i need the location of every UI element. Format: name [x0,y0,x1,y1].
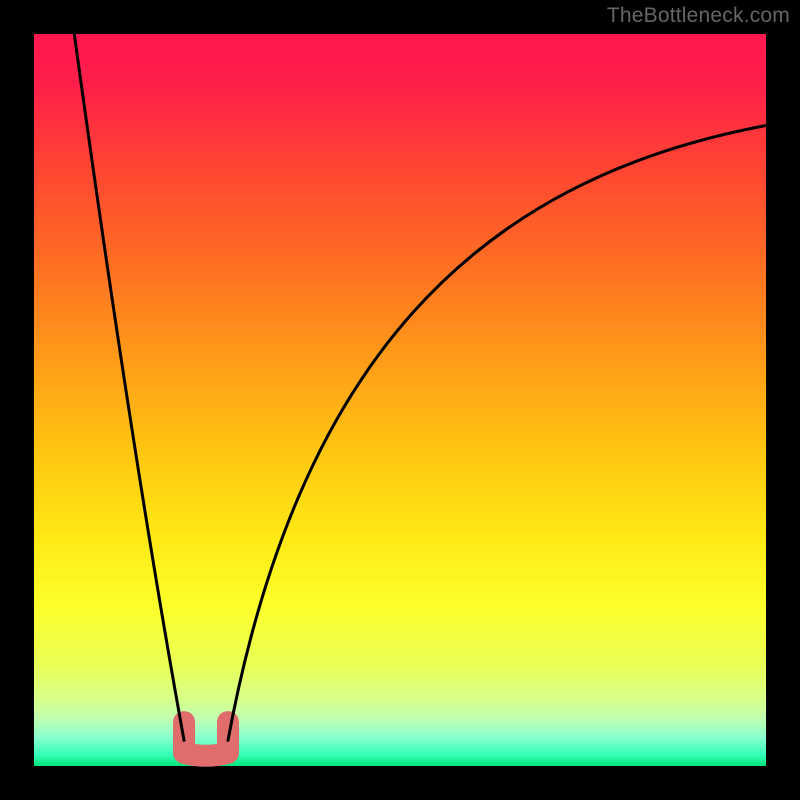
chart-stage: TheBottleneck.com [0,0,800,800]
bottleneck-chart [0,0,800,800]
watermark-text: TheBottleneck.com [607,4,790,28]
plot-background [34,34,766,766]
